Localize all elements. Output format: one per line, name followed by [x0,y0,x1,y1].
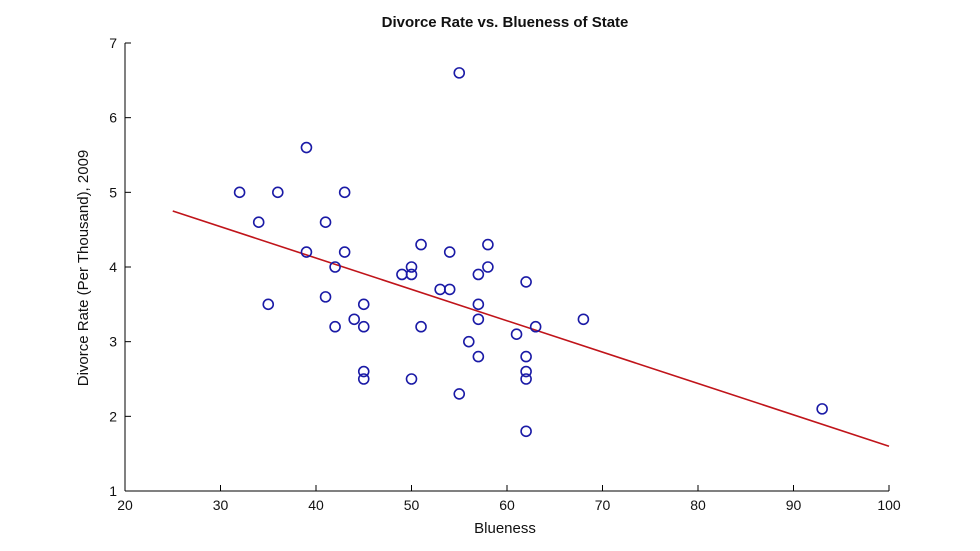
y-tick-label: 3 [109,334,117,350]
data-point [510,328,523,341]
data-point [233,186,246,199]
data-point [405,261,418,273]
data-point [415,238,427,251]
y-tick-label: 6 [109,110,117,126]
data-point [443,246,456,258]
data-point [520,276,532,288]
y-tick-label: 2 [109,408,117,424]
data-point [396,268,408,281]
x-tick-label: 30 [213,497,229,513]
data-point [816,403,828,415]
data-points [233,67,828,438]
y-tick-label: 4 [109,259,117,275]
data-point [300,246,313,258]
data-point [271,186,284,199]
data-point [434,283,446,296]
y-tick-label: 7 [109,35,117,51]
data-point [338,186,351,199]
data-point [415,320,427,333]
x-tick-label: 60 [499,497,515,513]
data-point [348,313,361,326]
data-point [472,298,485,311]
data-point [462,335,475,348]
data-point [319,216,332,228]
data-point [338,246,351,258]
axes: 20 30 40 50 60 70 80 90 100 1 2 3 4 5 6 7 [109,35,901,513]
data-point [472,350,485,363]
data-point [357,320,370,333]
data-point [453,388,466,400]
data-point [252,216,265,228]
x-tick-label: 20 [117,497,133,513]
data-point [577,313,590,326]
x-tick-label: 40 [308,497,324,513]
data-point [357,298,370,311]
data-point [329,320,341,333]
data-point [482,238,494,251]
data-point [520,373,532,385]
x-tick-label: 100 [877,497,901,513]
x-tick-label: 50 [404,497,420,513]
data-point [405,268,418,281]
data-point [405,373,418,385]
data-point [520,425,532,438]
data-point [472,313,485,326]
data-point [443,283,456,296]
data-point [357,365,370,378]
y-tick-label: 1 [109,483,117,499]
data-point [520,365,532,378]
x-tick-label: 70 [595,497,611,513]
data-point [520,350,532,363]
y-axis-label: Divorce Rate (Per Thousand), 2009 [75,150,92,387]
data-point [453,67,466,79]
data-point [262,298,275,311]
x-tick-label: 80 [690,497,706,513]
x-tick-label: 90 [786,497,802,513]
data-point [319,291,332,303]
data-point [300,141,313,154]
y-tick-label: 5 [109,184,117,200]
data-point [357,373,370,385]
data-point [482,261,494,273]
chart-title: Divorce Rate vs. Blueness of State [382,14,629,31]
data-point [329,261,341,273]
data-point [529,320,542,333]
data-point [472,268,485,281]
x-axis-label: Blueness [474,520,536,537]
